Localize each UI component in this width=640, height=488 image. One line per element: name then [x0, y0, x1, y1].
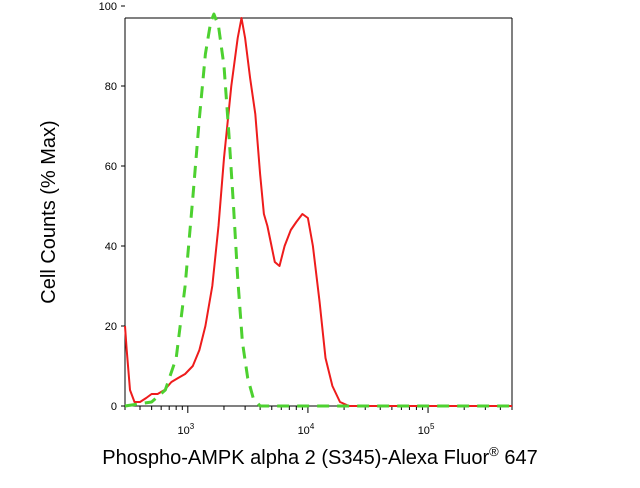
x-tick-labels: 103 104 105	[177, 422, 434, 437]
series-layer	[124, 12, 512, 408]
y-tick-label: 20	[105, 321, 117, 333]
y-tick-label: 80	[105, 81, 117, 93]
x-tick-label: 103	[177, 422, 194, 437]
x-tick-label: 105	[418, 422, 435, 437]
series-line-2	[124, 12, 512, 408]
y-tick-label: 0	[111, 401, 117, 413]
x-axis-title: Phospho-AMPK alpha 2 (S345)-Alexa Fluor®…	[102, 444, 537, 469]
y-tick-label: 60	[105, 161, 117, 173]
x-tick-label: 104	[298, 422, 315, 437]
plot-area	[124, 17, 513, 407]
y-tick-label: 100	[99, 1, 117, 13]
x-minor-ticks	[124, 406, 513, 413]
y-tick-labels: 0 20 40 60 80 100	[99, 1, 125, 413]
y-tick-label: 40	[105, 241, 117, 253]
y-axis-title: Cell Counts (% Max)	[38, 120, 60, 303]
series-line-1	[124, 17, 512, 407]
